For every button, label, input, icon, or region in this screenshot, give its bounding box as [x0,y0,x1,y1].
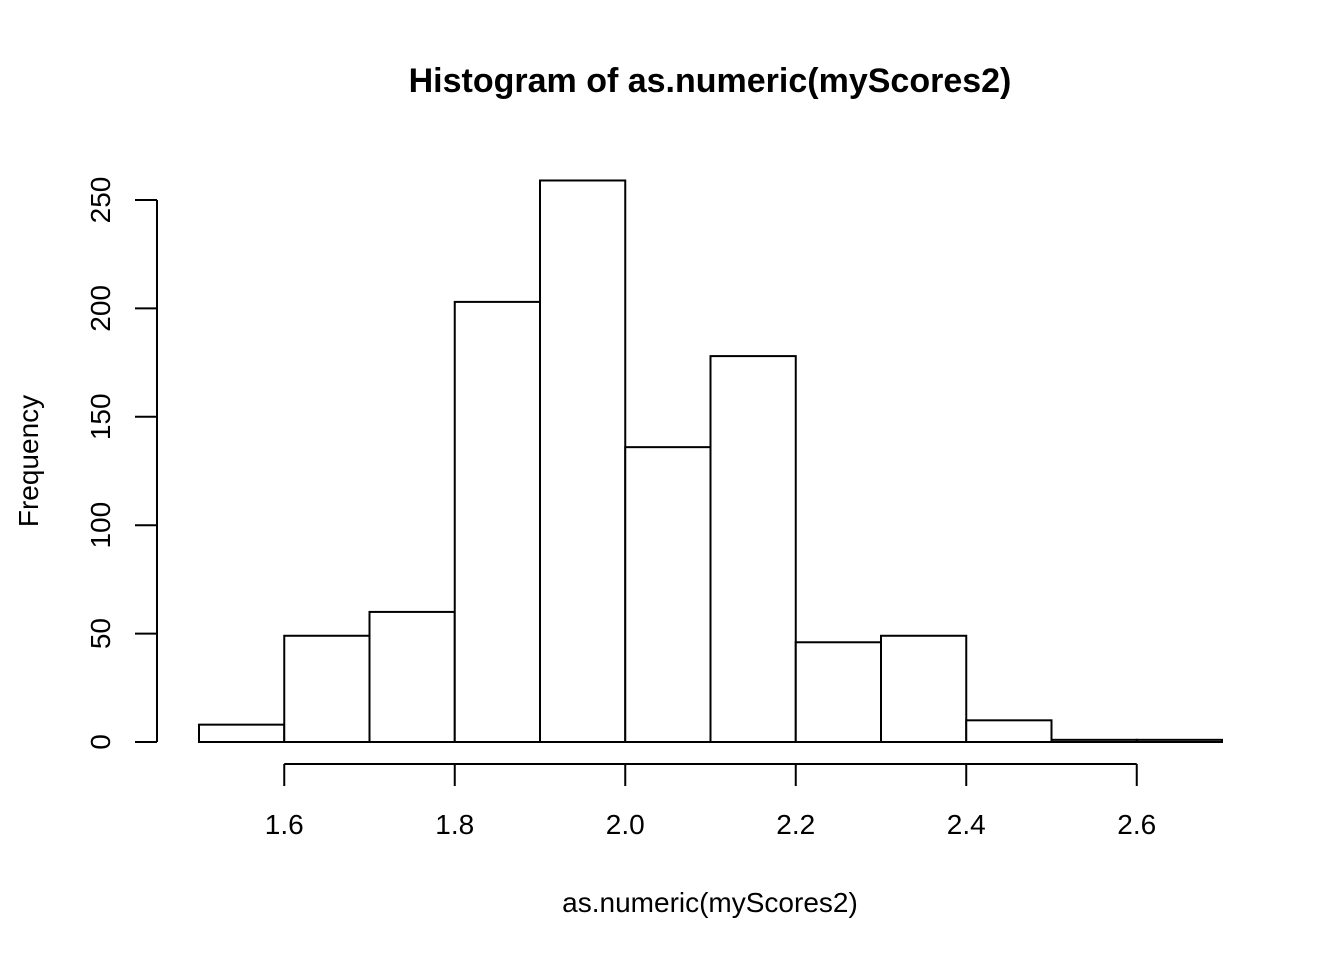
x-tick-label: 2.0 [606,809,645,840]
histogram-bar [283,634,371,744]
histogram-bar [965,719,1053,744]
histogram-bar [539,179,627,744]
x-tick-label: 1.6 [265,809,304,840]
y-axis: 0 50 100 150 200 250 [85,177,158,750]
histogram-bar [1050,738,1138,743]
histogram-bar [453,300,541,743]
histogram-bar [368,610,456,743]
histogram-bar [709,355,797,743]
histogram-bars [198,179,1223,744]
y-axis-label: Frequency [13,395,44,527]
y-tick-label: 200 [85,285,116,332]
x-axis-label: as.numeric(myScores2) [562,887,858,918]
y-tick-label: 0 [85,734,116,750]
x-tick-label: 2.2 [776,809,815,840]
y-tick-label: 100 [85,502,116,549]
histogram-bar [624,446,712,743]
histogram-bar [794,641,882,743]
y-tick-label: 150 [85,393,116,440]
chart-title: Histogram of as.numeric(myScores2) [409,62,1012,100]
histogram-bar [198,723,286,744]
x-tick-label: 2.6 [1117,809,1156,840]
histogram-bar [880,634,968,744]
x-tick-label: 1.8 [435,809,474,840]
y-tick-label: 250 [85,177,116,224]
x-tick-label: 2.4 [947,809,986,840]
x-axis: 1.6 1.8 2.0 2.2 2.4 2.6 [265,763,1156,840]
y-tick-label: 50 [85,618,116,649]
histogram-bar [1135,738,1223,743]
